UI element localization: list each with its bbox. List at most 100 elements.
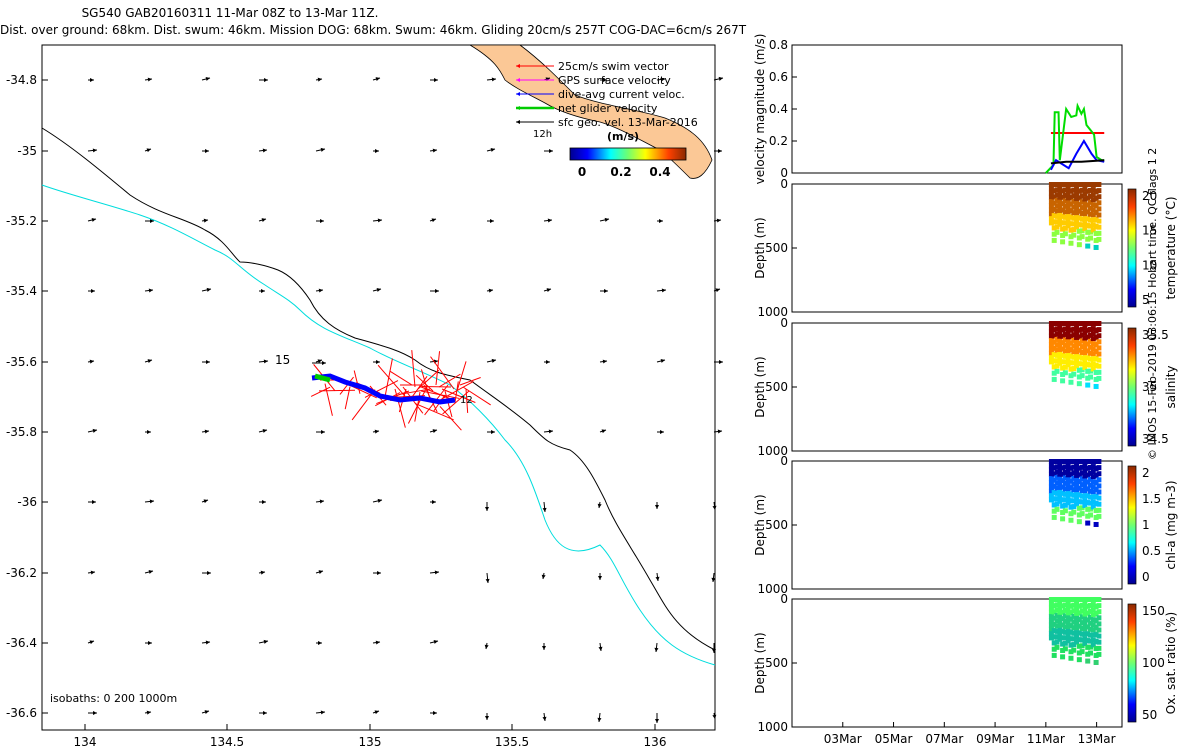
- profile-point: [1054, 602, 1060, 608]
- profile-point: [1068, 214, 1074, 220]
- profile-point: [1065, 463, 1071, 469]
- y-tick: 1000: [757, 582, 788, 596]
- profile-point: [1071, 221, 1077, 227]
- profile-point: [1051, 206, 1057, 212]
- profile-point: [1093, 597, 1099, 602]
- profile-point: [1082, 340, 1088, 346]
- profile-point: [1074, 477, 1080, 483]
- profile-point: [1096, 351, 1102, 357]
- profile-point: [1057, 190, 1063, 196]
- profile-point: [1062, 635, 1068, 641]
- profile-point: [1090, 617, 1096, 623]
- profile-point: [1074, 620, 1080, 626]
- profile-point: [1090, 222, 1096, 228]
- profile-point: [1071, 630, 1077, 636]
- profile-point: [1090, 474, 1096, 480]
- map-y-tick: -34.8: [6, 73, 37, 87]
- profile-point: [1079, 367, 1085, 373]
- map-y-tick: -35.6: [6, 355, 37, 369]
- profile-point: [1062, 182, 1068, 187]
- profile-point: [1074, 639, 1080, 645]
- profile-point: [1079, 464, 1085, 470]
- profile-point: [1096, 603, 1102, 609]
- profile-point: [1062, 640, 1068, 646]
- profile-point: [1082, 221, 1088, 227]
- profile-point: [1090, 637, 1096, 643]
- profile-point: [1090, 504, 1096, 510]
- profile-point: [1060, 194, 1066, 200]
- sfc-vector-head: [712, 714, 717, 719]
- profile-point: [1068, 498, 1074, 504]
- profile-point: [1088, 217, 1094, 223]
- y-tick: 1000: [757, 444, 788, 458]
- profile-point: [1079, 373, 1085, 379]
- colorbar-tick: 0.4: [649, 165, 670, 179]
- profile-point: [1079, 499, 1085, 505]
- swim-vector: [364, 380, 399, 398]
- profile-point: [1048, 471, 1054, 477]
- profile-point: [1054, 219, 1060, 225]
- profile-point: [1079, 631, 1085, 637]
- profile-point: [1057, 325, 1063, 331]
- profile-point: [1068, 597, 1074, 602]
- profile-point: [1082, 621, 1088, 627]
- profile-point: [1096, 194, 1102, 200]
- profile-point: [1057, 204, 1063, 210]
- profile-point: [1093, 459, 1099, 464]
- profile-point: [1054, 363, 1060, 369]
- profile-point: [1051, 352, 1057, 358]
- map-y-axis: -34.8 -35 -35.2 -35.4 -35.6 -35.8 -36 -36.2 -36.…: [6, 73, 48, 720]
- profile-point: [1093, 631, 1099, 637]
- map-y-tick: -35.8: [6, 425, 37, 439]
- profile-point: [1068, 201, 1074, 207]
- profile-point: [1090, 351, 1096, 357]
- sfc-vector-head: [261, 289, 265, 293]
- profile-point: [1074, 200, 1080, 206]
- sfc-vector-head: [547, 218, 552, 223]
- profile-point: [1079, 505, 1085, 511]
- profile-point: [1090, 192, 1096, 198]
- profile-point: [1085, 334, 1091, 340]
- profile-point: [1090, 331, 1096, 337]
- profile-point: [1074, 215, 1080, 221]
- profile-point: [1057, 182, 1063, 187]
- profile-point: [1074, 482, 1080, 488]
- profile-point: [1054, 321, 1060, 326]
- sfc-vector-head: [717, 429, 722, 434]
- sfc-vector-head: [91, 218, 96, 222]
- profile-point: [1054, 187, 1060, 193]
- sfc-vector-head: [715, 288, 720, 293]
- profile-point: [1076, 215, 1082, 221]
- profile-point: [1096, 333, 1102, 339]
- profile-point: [1054, 197, 1060, 203]
- profile-point: [1076, 623, 1082, 629]
- profile-point: [1088, 459, 1094, 464]
- profile-point: [1065, 459, 1071, 464]
- profile-point: [1096, 327, 1102, 333]
- profile-point: [1068, 227, 1074, 233]
- swim-vector: [456, 361, 467, 392]
- profile-point: [1048, 476, 1054, 482]
- sfc-vector-head: [484, 644, 489, 649]
- sfc-vector-head: [432, 148, 437, 153]
- profile-point: [1079, 349, 1085, 355]
- profile-point: [1051, 640, 1057, 646]
- credit-text: © IMOS 15-Feb-2019 03:06:15 Hobart time.…: [1145, 147, 1159, 460]
- profile-point: [1088, 350, 1094, 356]
- y-tick: 0: [780, 177, 788, 191]
- profile-point: [1082, 355, 1088, 361]
- profile-point: [1085, 209, 1091, 215]
- profile-point: [1057, 632, 1063, 638]
- profile-point: [1065, 472, 1071, 478]
- isobath-legend: isobaths: 0 200 1000m: [50, 692, 177, 705]
- legend-entry: sfc geo. vel. 13-Mar-2016: [558, 116, 698, 129]
- profile-point: [1088, 356, 1094, 362]
- profile-point: [1076, 472, 1082, 478]
- profile-point: [1065, 214, 1071, 220]
- profile-point: [1074, 468, 1080, 474]
- profile-point: [1057, 627, 1063, 633]
- profile-point: [1076, 321, 1082, 326]
- profile-point: [1088, 597, 1094, 602]
- profile-point: [1062, 370, 1068, 376]
- profile-point: [1076, 228, 1082, 234]
